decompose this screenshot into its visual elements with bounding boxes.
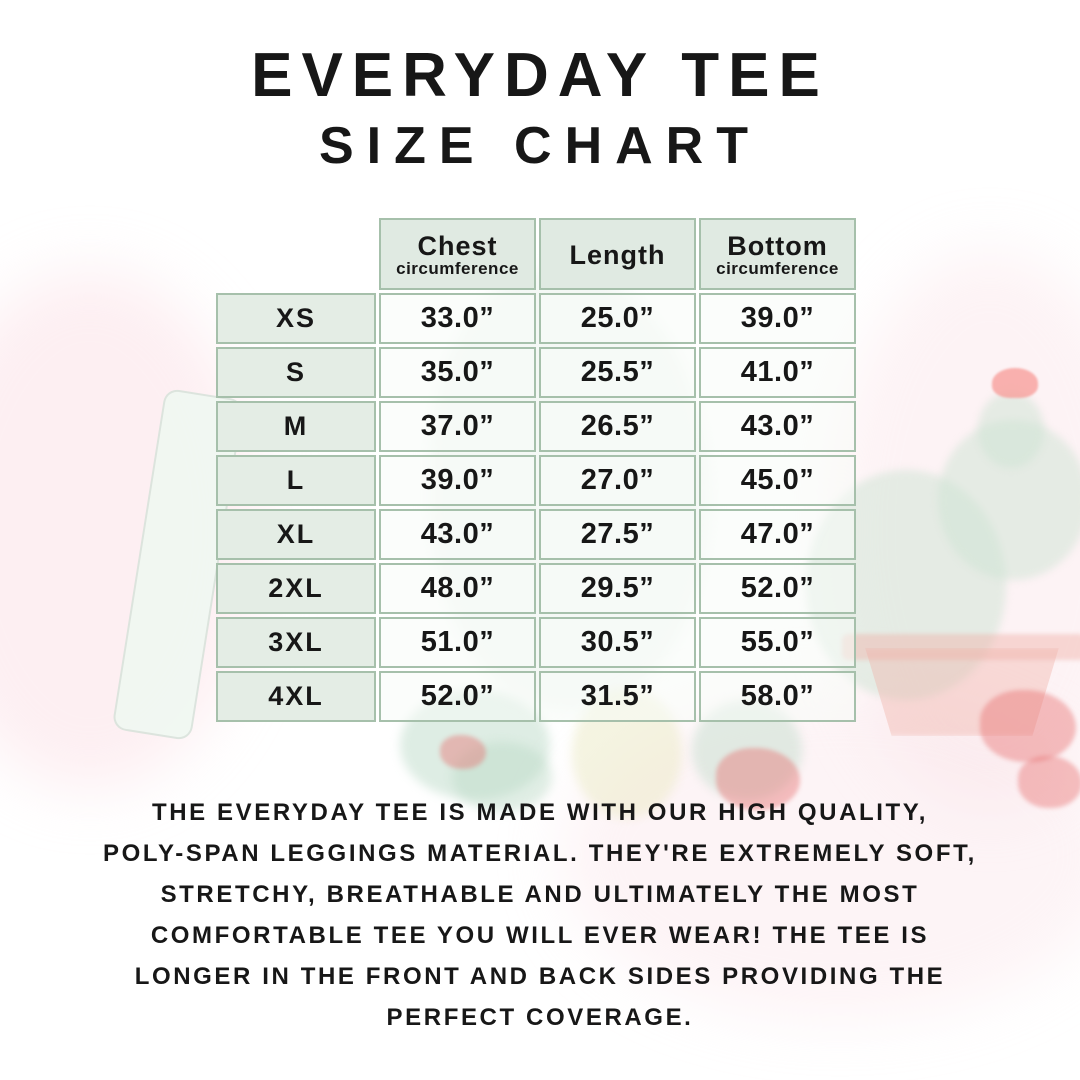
bottom-value-cell: 45.0” — [699, 455, 856, 506]
size-label-cell: 2XL — [216, 563, 376, 614]
description-line: POLY-SPAN LEGGINGS MATERIAL. THEY'RE EXT… — [103, 840, 977, 867]
cactus-flower-decoration — [992, 368, 1038, 398]
description-line: PERFECT COVERAGE. — [386, 1004, 694, 1031]
length-value-cell: 27.0” — [539, 455, 696, 506]
cactus-pad-decoration — [938, 420, 1080, 580]
title-product-name: EVERYDAY TEE — [251, 41, 829, 110]
column-header-chest: Chest circumference — [379, 218, 536, 290]
chest-value-cell: 43.0” — [379, 509, 536, 560]
column-header-label: Length — [569, 239, 666, 270]
description-line: COMFORTABLE TEE YOU WILL EVER WEAR! THE … — [150, 922, 930, 949]
bottom-value-cell: 43.0” — [699, 401, 856, 452]
size-label-cell: XS — [216, 293, 376, 344]
size-label-cell: M — [216, 401, 376, 452]
length-value-cell: 26.5” — [539, 401, 696, 452]
bottom-value-cell: 39.0” — [699, 293, 856, 344]
size-label-cell: L — [216, 455, 376, 506]
description-line: THE EVERYDAY TEE IS MADE WITH OUR HIGH Q… — [151, 799, 929, 826]
column-header-label: Chest — [417, 230, 498, 261]
table-corner-empty-cell — [216, 218, 376, 290]
column-header-length: Length — [539, 218, 696, 290]
description-line: STRETCHY, BREATHABLE AND ULTIMATELY THE … — [160, 881, 920, 908]
red-flower-decoration — [440, 735, 486, 769]
chest-value-cell: 33.0” — [379, 293, 536, 344]
length-value-cell: 25.5” — [539, 347, 696, 398]
size-label-cell: 4XL — [216, 671, 376, 722]
chest-value-cell: 52.0” — [379, 671, 536, 722]
chest-value-cell: 51.0” — [379, 617, 536, 668]
page-title: EVERYDAY TEE SIZE CHART — [0, 41, 1080, 176]
red-flower-decoration — [980, 690, 1076, 762]
cactus-pad-decoration — [978, 392, 1044, 468]
column-header-subline: circumference — [396, 259, 519, 279]
bottom-value-cell: 47.0” — [699, 509, 856, 560]
chest-value-cell: 48.0” — [379, 563, 536, 614]
size-label-cell: 3XL — [216, 617, 376, 668]
size-label-cell: XL — [216, 509, 376, 560]
title-size-chart: SIZE CHART — [319, 117, 761, 176]
column-header-label: Bottom — [727, 230, 828, 261]
product-description: THE EVERYDAY TEE IS MADE WITH OUR HIGH Q… — [0, 792, 1080, 1038]
length-value-cell: 31.5” — [539, 671, 696, 722]
length-value-cell: 25.0” — [539, 293, 696, 344]
chest-value-cell: 37.0” — [379, 401, 536, 452]
length-value-cell: 29.5” — [539, 563, 696, 614]
bottom-value-cell: 41.0” — [699, 347, 856, 398]
watercolor-blush-right — [830, 250, 1080, 810]
chest-value-cell: 39.0” — [379, 455, 536, 506]
cactus-pot-decoration — [865, 648, 1059, 736]
size-label-cell: S — [216, 347, 376, 398]
size-chart-table: Chest circumference Length Bottom circum… — [216, 218, 856, 722]
bottom-value-cell: 55.0” — [699, 617, 856, 668]
chest-value-cell: 35.0” — [379, 347, 536, 398]
length-value-cell: 27.5” — [539, 509, 696, 560]
length-value-cell: 30.5” — [539, 617, 696, 668]
column-header-subline: circumference — [716, 259, 839, 279]
cactus-pot-rim-decoration — [842, 634, 1080, 660]
bottom-value-cell: 52.0” — [699, 563, 856, 614]
bottom-value-cell: 58.0” — [699, 671, 856, 722]
column-header-bottom: Bottom circumference — [699, 218, 856, 290]
description-line: LONGER IN THE FRONT AND BACK SIDES PROVI… — [134, 963, 946, 990]
